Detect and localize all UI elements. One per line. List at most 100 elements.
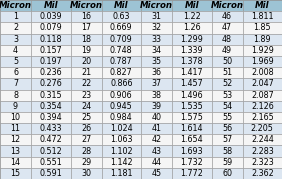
Text: 31: 31 bbox=[151, 12, 162, 21]
Bar bbox=[212, 56, 243, 67]
Bar bbox=[0, 101, 31, 112]
Text: 14: 14 bbox=[10, 158, 21, 167]
Text: 0.709: 0.709 bbox=[110, 35, 133, 44]
Bar bbox=[212, 22, 243, 34]
Text: 2.205: 2.205 bbox=[251, 124, 274, 133]
Text: 0.315: 0.315 bbox=[39, 91, 62, 100]
Bar bbox=[141, 168, 172, 179]
Text: 1.457: 1.457 bbox=[180, 79, 203, 88]
Bar bbox=[212, 0, 243, 11]
Text: 1.26: 1.26 bbox=[183, 23, 201, 32]
Text: 42: 42 bbox=[151, 135, 162, 144]
Bar bbox=[243, 67, 282, 78]
Bar bbox=[0, 112, 31, 123]
Text: 1.969: 1.969 bbox=[251, 57, 274, 66]
Text: Micron: Micron bbox=[69, 1, 103, 10]
Text: 1.89: 1.89 bbox=[254, 35, 271, 44]
Text: 2.323: 2.323 bbox=[251, 158, 274, 167]
Bar bbox=[172, 168, 212, 179]
Bar bbox=[243, 168, 282, 179]
Bar bbox=[172, 34, 212, 45]
Bar bbox=[31, 145, 70, 157]
Text: 0.157: 0.157 bbox=[39, 46, 62, 55]
Text: 5: 5 bbox=[13, 57, 18, 66]
Text: 36: 36 bbox=[151, 68, 162, 77]
Text: 28: 28 bbox=[81, 147, 91, 156]
Text: 1.417: 1.417 bbox=[180, 68, 203, 77]
Text: Mil: Mil bbox=[255, 1, 270, 10]
Text: 1.142: 1.142 bbox=[110, 158, 133, 167]
Bar bbox=[212, 45, 243, 56]
Bar bbox=[102, 168, 141, 179]
Bar bbox=[243, 90, 282, 101]
Text: Mil: Mil bbox=[184, 1, 199, 10]
Bar bbox=[172, 22, 212, 34]
Text: 20: 20 bbox=[81, 57, 91, 66]
Bar bbox=[31, 56, 70, 67]
Text: 0.039: 0.039 bbox=[39, 12, 62, 21]
Bar bbox=[0, 34, 31, 45]
Text: 32: 32 bbox=[151, 23, 162, 32]
Bar bbox=[141, 67, 172, 78]
Text: 53: 53 bbox=[222, 91, 232, 100]
Text: 59: 59 bbox=[222, 158, 232, 167]
Bar bbox=[172, 67, 212, 78]
Bar bbox=[141, 90, 172, 101]
Bar bbox=[141, 56, 172, 67]
Text: 0.276: 0.276 bbox=[39, 79, 62, 88]
Text: 2.244: 2.244 bbox=[251, 135, 274, 144]
Text: 0.512: 0.512 bbox=[39, 147, 62, 156]
Text: 58: 58 bbox=[222, 147, 232, 156]
Bar bbox=[243, 101, 282, 112]
Text: Micron: Micron bbox=[140, 1, 173, 10]
Text: 2.165: 2.165 bbox=[251, 113, 274, 122]
Bar bbox=[212, 123, 243, 134]
Bar bbox=[70, 45, 102, 56]
Text: 2.008: 2.008 bbox=[251, 68, 274, 77]
Text: 2.047: 2.047 bbox=[251, 79, 274, 88]
Text: 1.85: 1.85 bbox=[254, 23, 271, 32]
Bar bbox=[70, 168, 102, 179]
Text: 2.283: 2.283 bbox=[251, 147, 274, 156]
Bar bbox=[0, 22, 31, 34]
Bar bbox=[212, 34, 243, 45]
Bar bbox=[243, 0, 282, 11]
Text: 1.732: 1.732 bbox=[180, 158, 203, 167]
Text: 0.354: 0.354 bbox=[39, 102, 62, 111]
Text: 21: 21 bbox=[81, 68, 91, 77]
Text: 18: 18 bbox=[81, 35, 91, 44]
Bar bbox=[102, 11, 141, 22]
Text: 0.118: 0.118 bbox=[39, 35, 62, 44]
Bar bbox=[102, 56, 141, 67]
Bar bbox=[243, 145, 282, 157]
Bar bbox=[0, 157, 31, 168]
Bar bbox=[172, 45, 212, 56]
Text: 55: 55 bbox=[222, 113, 232, 122]
Bar bbox=[0, 0, 31, 11]
Text: 1.811: 1.811 bbox=[251, 12, 274, 21]
Bar bbox=[141, 0, 172, 11]
Bar bbox=[31, 157, 70, 168]
Bar bbox=[141, 11, 172, 22]
Bar bbox=[212, 112, 243, 123]
Text: 0.197: 0.197 bbox=[39, 57, 62, 66]
Bar bbox=[70, 145, 102, 157]
Bar bbox=[31, 101, 70, 112]
Bar bbox=[141, 145, 172, 157]
Text: 1.378: 1.378 bbox=[180, 57, 203, 66]
Text: 3: 3 bbox=[13, 35, 18, 44]
Bar bbox=[102, 101, 141, 112]
Text: 50: 50 bbox=[222, 57, 232, 66]
Text: 7: 7 bbox=[13, 79, 18, 88]
Bar bbox=[0, 123, 31, 134]
Bar bbox=[70, 0, 102, 11]
Text: 44: 44 bbox=[151, 158, 162, 167]
Bar bbox=[212, 11, 243, 22]
Bar bbox=[70, 78, 102, 90]
Text: 0.945: 0.945 bbox=[110, 102, 133, 111]
Bar bbox=[243, 34, 282, 45]
Bar bbox=[0, 56, 31, 67]
Bar bbox=[0, 134, 31, 145]
Bar bbox=[0, 78, 31, 90]
Bar bbox=[212, 134, 243, 145]
